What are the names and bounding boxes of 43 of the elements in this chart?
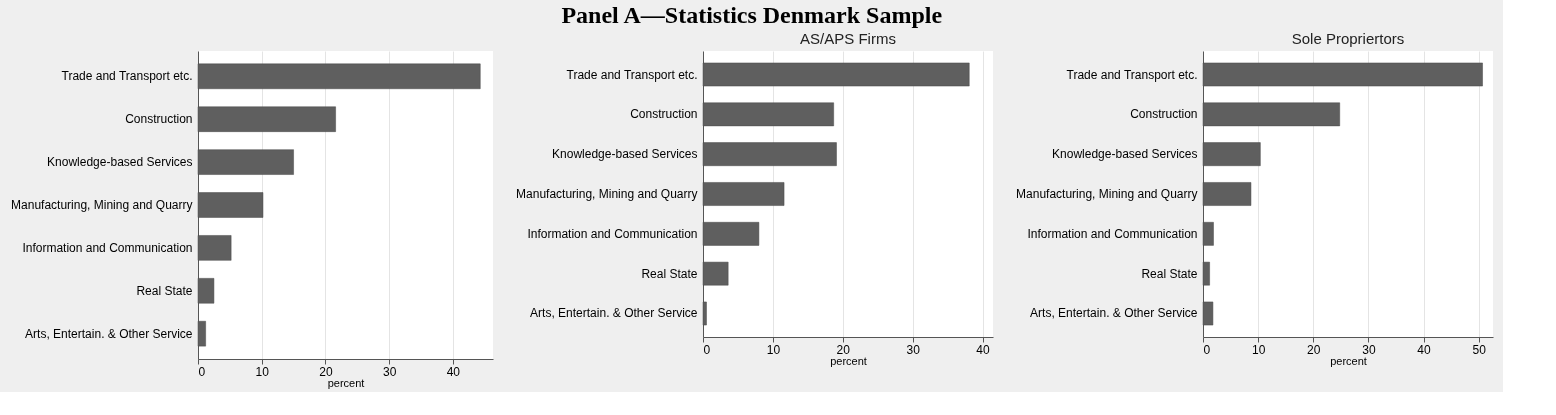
y-tick-label: Real State	[641, 266, 698, 281]
y-tick-label: Construction	[125, 112, 193, 127]
chart-subtitle: AS/APS Firms	[800, 30, 896, 47]
x-tick-label: 10	[255, 364, 270, 379]
y-tick-label: Arts, Entertain. & Other Service	[530, 306, 698, 321]
y-tick-label: Construction	[1130, 107, 1198, 122]
y-tick-label: Real State	[136, 283, 193, 298]
x-tick-label: 20	[1307, 342, 1321, 357]
y-tick-label: Arts, Entertain. & Other Service	[25, 326, 193, 341]
chart-subtitle: Sole Propriertors	[1291, 30, 1405, 47]
chart-title: Panel A—Statistics Denmark Sample	[561, 2, 943, 28]
y-tick-label: Information and Communication	[527, 226, 698, 241]
x-tick-label: 40	[976, 342, 991, 357]
x-axis-title: percent	[327, 376, 365, 389]
x-tick-label: 30	[1362, 342, 1376, 357]
y-tick-label: Knowledge-based Services	[47, 155, 193, 170]
x-tick-label: 30	[906, 342, 921, 357]
y-tick-label: Trade and Transport etc.	[1066, 67, 1198, 82]
y-tick-label: Trade and Transport etc.	[61, 69, 193, 84]
y-tick-label: Construction	[630, 107, 698, 122]
y-tick-label: Information and Communication	[1027, 226, 1198, 241]
y-tick-label: Arts, Entertain. & Other Service	[1030, 306, 1198, 321]
x-tick-label: 10	[766, 342, 781, 357]
y-tick-label: Knowledge-based Services	[552, 147, 698, 162]
x-tick-label: 10	[1251, 342, 1266, 357]
x-tick-label: 40	[1417, 342, 1432, 357]
x-tick-label: 0	[1203, 342, 1211, 357]
x-tick-label: 40	[446, 364, 461, 379]
x-tick-label: 20	[319, 364, 333, 379]
x-tick-label: 20	[836, 342, 851, 357]
y-tick-label: Manufacturing, Mining and Quarry	[11, 198, 193, 212]
y-tick-label: Knowledge-based Services	[1052, 147, 1198, 162]
y-tick-label: Trade and Transport etc.	[566, 67, 698, 82]
x-tick-label: 0	[703, 342, 711, 357]
y-tick-label: Manufacturing, Mining and Quarry	[1016, 187, 1198, 201]
x-tick-label: 30	[382, 364, 397, 379]
y-tick-label: Real State	[1141, 266, 1198, 281]
x-tick-label: 0	[198, 364, 206, 379]
y-tick-label: Manufacturing, Mining and Quarry	[516, 187, 698, 201]
x-axis-title: percent	[1330, 354, 1367, 367]
x-axis-title: percent	[830, 354, 867, 367]
x-tick-label: 50	[1472, 342, 1487, 357]
y-tick-label: Information and Communication	[22, 240, 193, 255]
